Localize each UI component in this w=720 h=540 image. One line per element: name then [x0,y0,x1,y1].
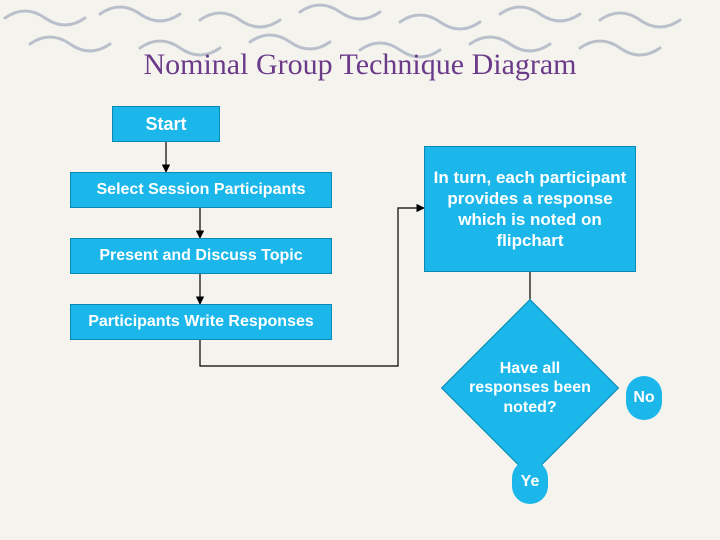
page-title: Nominal Group Technique Diagram [0,48,720,82]
pill-yes: Ye [512,460,548,504]
node-inturn: In turn, each participant provides a res… [424,146,636,272]
node-decision: Have all responses been noted? [441,299,619,477]
node-write: Participants Write Responses [70,304,332,340]
node-present: Present and Discuss Topic [70,238,332,274]
node-start: Start [112,106,220,142]
pill-no: No [626,376,662,420]
node-select: Select Session Participants [70,172,332,208]
diamond-label: Have all responses been noted? [441,299,619,477]
